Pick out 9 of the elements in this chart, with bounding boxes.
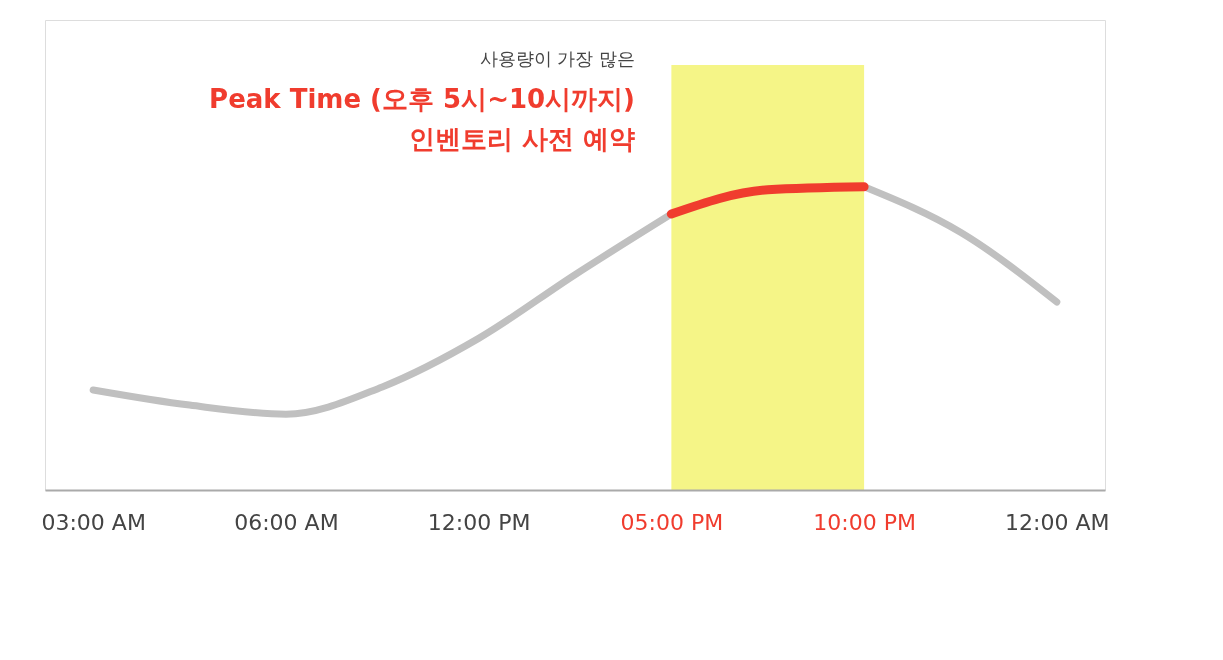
text: 사용량이 가장 많은 — [479, 48, 635, 69]
text: 인벤토리 사전 예약 — [408, 124, 635, 154]
x-tick-label: 03:00 AM — [41, 509, 146, 535]
x-tick-label: 10:00 PM — [813, 509, 916, 535]
x-tick-label: 12:00 AM — [1005, 509, 1110, 535]
text: Peak Time (오후 5시~10시까지) — [209, 84, 635, 114]
x-tick-label: 12:00 PM — [427, 509, 531, 535]
x-tick-label: 05:00 PM — [620, 509, 724, 535]
x-tick-label: 06:00 AM — [234, 509, 339, 535]
